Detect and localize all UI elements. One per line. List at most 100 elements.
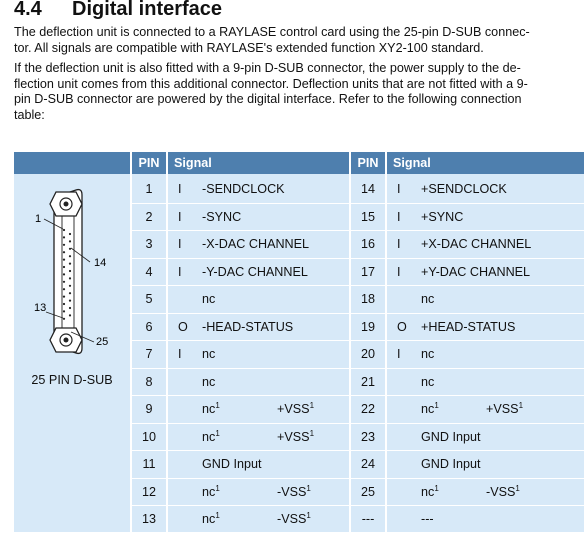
connector-pin — [68, 269, 72, 273]
signal-left: nc1 — [202, 483, 220, 499]
footnote-marker: 1 — [434, 401, 439, 411]
connector-panel: 1 13 14 25 25 PIN D-SUB — [14, 152, 130, 532]
footnote-marker: 1 — [215, 401, 220, 411]
signal-left: -HEAD-STATUS — [202, 319, 294, 334]
pin-number-left: 9 — [145, 402, 153, 417]
pin-number-right: 18 — [360, 292, 375, 307]
pin-number-right: 20 — [360, 347, 375, 362]
power-right: +VSS1 — [486, 401, 524, 417]
connector-pin — [62, 258, 66, 261]
connector-pin — [68, 255, 72, 258]
pin-number-left: 10 — [141, 429, 156, 444]
direction-right: I — [397, 209, 401, 224]
header-signal-right: Signal — [387, 152, 584, 174]
connector-pin — [62, 310, 66, 313]
footnote-marker: 1 — [434, 483, 439, 493]
signal-right: nc — [421, 292, 435, 307]
dsub25-connector-icon: 1 13 14 25 — [34, 188, 108, 355]
connector-pin — [62, 302, 66, 306]
power-paragraph: If the deflection unit is also fitted wi… — [14, 61, 528, 123]
text-line: flection unit comes from this additional… — [14, 76, 528, 91]
header-blank — [14, 152, 130, 174]
row-divider — [132, 312, 584, 314]
footnote-marker: 1 — [518, 401, 524, 411]
signal-right: +X-DAC CHANNEL — [421, 237, 532, 252]
pin-number-right: 14 — [360, 182, 375, 197]
row-divider — [132, 340, 584, 341]
text-line: If the deflection unit is also fitted wi… — [14, 61, 521, 75]
footnote-marker: 1 — [306, 483, 311, 493]
pin-number-right: 25 — [360, 484, 375, 499]
signal-right: nc — [421, 347, 435, 362]
pin-number-left: 11 — [142, 457, 156, 472]
pin-number-left: 13 — [141, 512, 156, 527]
row-divider — [132, 202, 584, 204]
signal-left: -SYNC — [202, 209, 242, 224]
row-divider — [132, 395, 584, 396]
signal-right: nc1 — [421, 483, 439, 499]
pin-label-1: 1 — [35, 213, 41, 225]
signal-right: GND Input — [421, 429, 481, 444]
section-heading: 4.4 Digital interface — [14, 0, 222, 22]
pin-number-left: 6 — [145, 319, 153, 334]
footnote-marker: 1 — [515, 483, 520, 493]
pin-number-left: 5 — [145, 292, 153, 307]
row-divider — [132, 422, 584, 424]
signal-left: nc — [202, 292, 216, 307]
connector-pin — [68, 306, 72, 310]
connector-pin — [62, 251, 66, 254]
signal-right: nc — [421, 374, 435, 389]
signal-left: nc1 — [202, 428, 220, 444]
connector-pin — [68, 262, 72, 265]
signal-right: nc1 — [421, 401, 439, 417]
power-left: +VSS1 — [277, 401, 315, 417]
pin-number-right: 16 — [360, 237, 375, 252]
connector-pin — [62, 236, 66, 239]
connector-pin — [68, 292, 72, 295]
signal-left: -SENDCLOCK — [202, 182, 285, 197]
row-divider — [132, 230, 584, 231]
connector-pin — [62, 228, 66, 232]
connector-pin — [62, 295, 66, 298]
signal-left: -Y-DAC CHANNEL — [202, 264, 308, 279]
connector-pin — [68, 299, 72, 302]
footnote-marker: 1 — [309, 428, 315, 438]
pin-number-left: 12 — [141, 484, 156, 499]
row-divider — [132, 532, 584, 534]
signal-left: nc — [202, 374, 216, 389]
connector-pin — [68, 240, 72, 243]
connector-pin — [62, 273, 66, 276]
direction-left: I — [178, 182, 182, 197]
pin-number-right: 24 — [360, 457, 375, 472]
header-pin-right: PIN — [351, 152, 385, 174]
row-divider — [132, 477, 584, 479]
connector-pin — [62, 317, 66, 320]
direction-right: I — [397, 264, 401, 279]
signal-right: --- — [421, 512, 434, 527]
connector-caption: 25 PIN D-SUB — [31, 373, 113, 387]
row-divider — [132, 505, 584, 506]
pin-label-25: 25 — [96, 336, 108, 348]
column-divider — [385, 152, 387, 532]
connector-pin — [62, 288, 66, 291]
footnote-marker: 1 — [215, 511, 220, 521]
pin-number-right: 17 — [360, 264, 375, 279]
column-divider — [349, 152, 351, 532]
text-line: tor. All signals are compatible with RAY… — [14, 40, 484, 55]
connector-pin — [68, 284, 72, 287]
row-divider — [132, 257, 584, 259]
direction-left: I — [178, 237, 182, 252]
signal-right: +Y-DAC CHANNEL — [421, 264, 531, 279]
section-title: Digital interface — [72, 0, 223, 20]
power-left: +VSS1 — [277, 428, 315, 444]
power-right: -VSS1 — [486, 483, 520, 499]
signal-left: GND Input — [202, 457, 262, 472]
signal-left: nc1 — [202, 401, 220, 417]
connector-pin — [62, 265, 66, 269]
pin-number-right: 19 — [360, 319, 375, 334]
pin-number-right: --- — [361, 512, 375, 527]
direction-left: I — [178, 264, 182, 279]
signal-right: +SYNC — [421, 209, 464, 224]
connector-pin — [68, 232, 72, 236]
signal-left: nc — [202, 347, 216, 362]
